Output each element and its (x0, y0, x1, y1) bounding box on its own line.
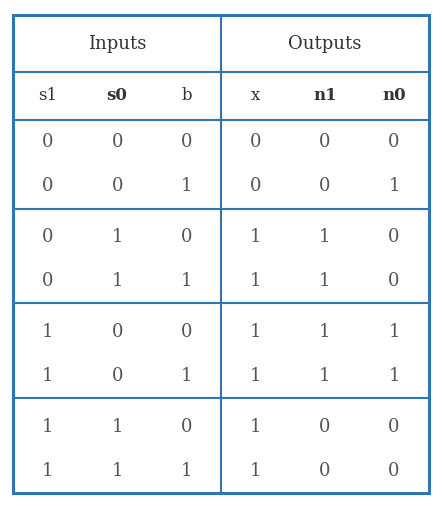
Text: 1: 1 (319, 228, 331, 246)
Text: 1: 1 (111, 418, 123, 435)
Text: n1: n1 (313, 87, 337, 105)
Text: 0: 0 (389, 418, 400, 435)
Text: 1: 1 (389, 323, 400, 341)
Text: x: x (251, 87, 260, 105)
Text: 0: 0 (181, 418, 192, 435)
Text: s0: s0 (107, 87, 128, 105)
Text: 0: 0 (111, 177, 123, 196)
Text: 1: 1 (181, 177, 192, 196)
Text: 1: 1 (42, 323, 53, 341)
Text: 1: 1 (319, 272, 331, 290)
Text: 0: 0 (181, 323, 192, 341)
Text: 0: 0 (389, 272, 400, 290)
Text: 1: 1 (250, 367, 261, 385)
Text: 1: 1 (250, 228, 261, 246)
Text: 1: 1 (111, 272, 123, 290)
Text: 0: 0 (42, 272, 53, 290)
Text: 0: 0 (389, 462, 400, 480)
Text: 0: 0 (181, 228, 192, 246)
Text: 1: 1 (319, 323, 331, 341)
Text: 0: 0 (319, 177, 331, 196)
Text: 1: 1 (250, 272, 261, 290)
Text: b: b (181, 87, 192, 105)
Text: 1: 1 (389, 177, 400, 196)
Text: 0: 0 (389, 133, 400, 151)
Text: 1: 1 (42, 367, 53, 385)
Text: 0: 0 (319, 462, 331, 480)
Text: Inputs: Inputs (88, 35, 146, 52)
Text: 0: 0 (389, 228, 400, 246)
Text: 0: 0 (319, 133, 331, 151)
Text: 0: 0 (250, 133, 261, 151)
Text: 0: 0 (250, 177, 261, 196)
Text: 0: 0 (111, 367, 123, 385)
Text: 0: 0 (42, 177, 53, 196)
Text: Outputs: Outputs (288, 35, 362, 52)
Text: 1: 1 (181, 367, 192, 385)
Text: 1: 1 (250, 462, 261, 480)
Text: 1: 1 (250, 323, 261, 341)
Text: 1: 1 (42, 462, 53, 480)
Text: 1: 1 (111, 228, 123, 246)
Text: n0: n0 (382, 87, 406, 105)
Text: 1: 1 (42, 418, 53, 435)
Text: 0: 0 (42, 228, 53, 246)
Text: 1: 1 (250, 418, 261, 435)
Text: s1: s1 (38, 87, 57, 105)
Text: 1: 1 (181, 462, 192, 480)
Text: 1: 1 (389, 367, 400, 385)
Text: 1: 1 (111, 462, 123, 480)
Text: 0: 0 (42, 133, 53, 151)
Text: 0: 0 (319, 418, 331, 435)
Text: 0: 0 (181, 133, 192, 151)
Text: 0: 0 (111, 323, 123, 341)
Text: 1: 1 (181, 272, 192, 290)
Text: 0: 0 (111, 133, 123, 151)
Text: 1: 1 (319, 367, 331, 385)
